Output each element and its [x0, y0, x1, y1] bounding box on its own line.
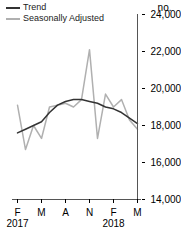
- svg-text:22,000: 22,000: [151, 46, 181, 57]
- svg-text:M: M: [37, 207, 45, 218]
- html-text:Trend: Trend: [23, 2, 47, 12]
- svg-text:16,000: 16,000: [151, 157, 181, 168]
- svg-text:no.: no.: [158, 2, 172, 13]
- svg-text:18,000: 18,000: [151, 120, 181, 131]
- svg-text:20,000: 20,000: [151, 83, 181, 94]
- svg-text:14,000: 14,000: [151, 194, 181, 205]
- svg-text:N: N: [86, 207, 93, 218]
- svg-text:F2017: F2017: [6, 207, 29, 229]
- svg-text:A: A: [62, 207, 69, 218]
- svg-text:F2018: F2018: [102, 207, 125, 229]
- html-text:Seasonally Adjusted: Seasonally Adjusted: [23, 13, 105, 23]
- svg-text:M: M: [133, 207, 141, 218]
